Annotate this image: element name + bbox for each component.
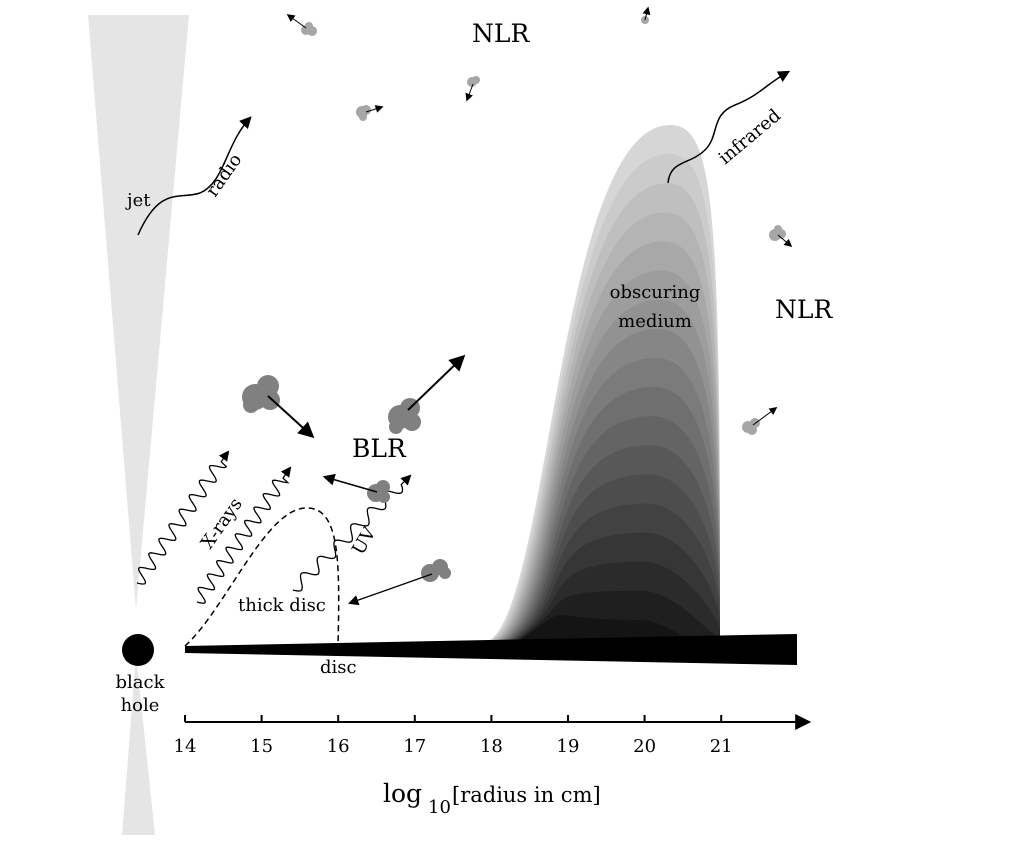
nlr-arrow-4 [365, 105, 384, 113]
nlr-arrow-1 [286, 14, 307, 29]
radio-wave [137, 116, 252, 236]
obscuring-medium [490, 125, 720, 653]
nlr-cloud-5 [769, 225, 786, 241]
tick-label: 21 [710, 736, 733, 757]
label-xrays: X-rays [197, 494, 247, 553]
tick-label: 15 [250, 736, 273, 757]
tick-label: 19 [557, 736, 580, 757]
nlr-cloud-6 [742, 418, 760, 435]
axis-label-rest: [radius in cm] [452, 783, 601, 807]
uv-wave [292, 474, 412, 592]
accretion-disc [185, 634, 797, 665]
label-radio: radio [202, 150, 246, 201]
xray-wave-2 [196, 466, 292, 604]
infrared-wave [667, 70, 791, 184]
label-medium: medium [618, 311, 692, 332]
nlr-arrow-6 [752, 407, 778, 426]
jet-lower [122, 655, 155, 835]
label-black-hole-2: hole [121, 695, 160, 716]
label-obscuring: obscuring [610, 282, 701, 303]
tick-label: 14 [174, 736, 197, 757]
tick-label: 20 [633, 736, 656, 757]
black-hole [122, 634, 154, 666]
nlr-cloud-4 [356, 105, 371, 121]
jet-upper [88, 15, 189, 610]
nlr-arrow-3 [465, 83, 474, 102]
label-infrared: infrared [715, 105, 785, 169]
blr-arrow-1 [267, 395, 315, 439]
axis-label-sub: 10 [428, 797, 451, 818]
tick-label: 16 [327, 736, 350, 757]
nlr-cloud-3 [467, 76, 480, 87]
blr-arrow-2 [407, 354, 466, 411]
blr-cloud-4 [421, 559, 451, 582]
nlr-arrow-2 [642, 6, 651, 21]
blr-arrow-4 [348, 573, 433, 606]
label-thick-disc: thick disc [238, 595, 326, 616]
tick-label: 17 [403, 736, 426, 757]
label-jet: jet [125, 190, 151, 211]
label-nlr-right: NLR [775, 295, 833, 324]
tick-label: 18 [480, 736, 503, 757]
blr-arrow-3 [322, 473, 378, 493]
blr-cloud-1 [242, 375, 280, 413]
label-disc: disc [320, 657, 357, 678]
label-nlr-top: NLR [472, 19, 530, 48]
axis-label-log: log [383, 779, 422, 808]
blr-cloud-3 [367, 480, 390, 503]
nlr-cloud-1 [301, 22, 317, 36]
label-uv: UV [348, 523, 381, 559]
label-blr: BLR [352, 434, 407, 463]
nlr-arrow-5 [777, 234, 793, 248]
obscuring-layer [520, 615, 720, 653]
x-axis-ticks: 14 15 16 17 18 19 20 21 [174, 715, 733, 757]
label-black-hole-1: black [116, 672, 166, 693]
xray-wave-1 [136, 450, 230, 585]
